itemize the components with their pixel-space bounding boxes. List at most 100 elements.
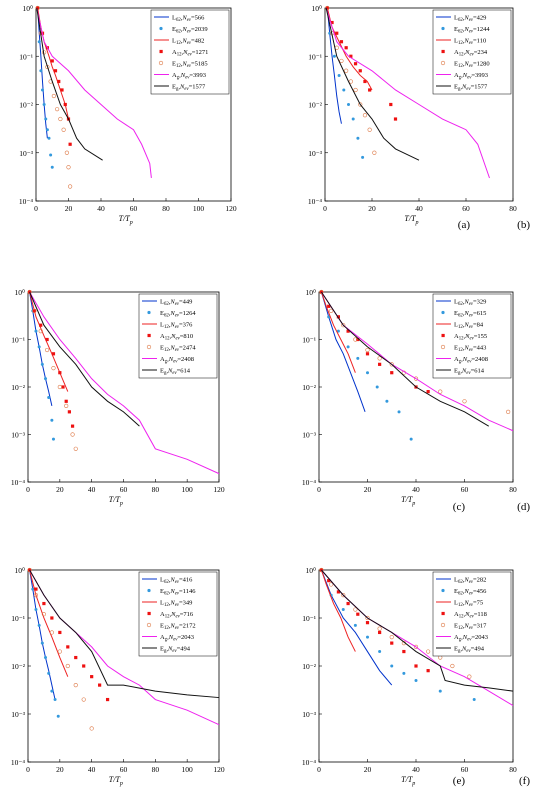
point-E12 xyxy=(365,615,370,621)
point-A12 xyxy=(60,88,64,92)
point-E12 xyxy=(32,308,37,314)
point-A12 xyxy=(45,337,49,342)
point-E12 xyxy=(353,87,358,93)
y-tick-label: 10⁻² xyxy=(302,383,316,392)
point-E12 xyxy=(438,389,443,394)
point-E12 xyxy=(341,592,346,598)
y-tick-label: 10⁻¹ xyxy=(11,336,25,345)
series-line-Ag xyxy=(321,291,514,432)
legend-label: L12,Nev=75 xyxy=(454,600,483,609)
point-E12 xyxy=(66,165,71,170)
y-tick-label: 10⁻³ xyxy=(302,710,316,719)
point-E xyxy=(40,641,44,645)
legend-label: L62,Nev=429 xyxy=(454,15,486,24)
point-E12 xyxy=(462,399,467,404)
point-E12 xyxy=(341,323,346,328)
point-A12 xyxy=(50,59,54,63)
point-E12 xyxy=(506,409,511,414)
legend-box xyxy=(432,571,512,657)
x-tick-label: 120 xyxy=(213,485,225,494)
point-E12 xyxy=(426,649,431,654)
point-E12 xyxy=(389,362,394,367)
point-A12 xyxy=(335,31,339,35)
point-A12 xyxy=(39,323,43,327)
point-E xyxy=(347,103,350,106)
x-axis-label: T/Tp xyxy=(401,495,415,507)
point-E12 xyxy=(353,337,358,342)
point-E xyxy=(34,608,38,612)
point-A12 xyxy=(426,390,430,394)
legend-label: L62,Nev=329 xyxy=(454,299,486,308)
x-tick-label: 100 xyxy=(193,204,205,213)
point-E12 xyxy=(377,626,382,631)
point-E12 xyxy=(438,655,443,660)
legend-label: Ag,Nev=2043 xyxy=(454,634,488,643)
point-E xyxy=(37,623,41,627)
legend-label: E62,Nev=456 xyxy=(454,588,487,597)
x-tick-label: 120 xyxy=(213,765,225,774)
point-A12 xyxy=(57,79,61,84)
point-A12 xyxy=(339,40,344,44)
legend-label: A12,Nev=716 xyxy=(160,611,194,620)
point-E xyxy=(45,128,49,132)
point-E xyxy=(336,329,340,333)
panel-label: (a) xyxy=(458,219,471,231)
point-E xyxy=(351,117,355,121)
legend-swatch xyxy=(159,26,163,31)
series-line-Ag xyxy=(325,7,490,179)
panel-a: 10⁻⁴ 10⁻³ 10⁻² 10⁻¹ 10⁰ 0 20 40 60 80 100 120 T/Tp L6… xyxy=(19,4,470,231)
point-A12 xyxy=(344,46,348,50)
panel-label: (c) xyxy=(453,501,466,513)
y-tick-label: 10⁻³ xyxy=(11,431,25,440)
x-tick-label: 100 xyxy=(182,485,194,494)
point-E12 xyxy=(377,356,382,361)
point-E12 xyxy=(68,184,73,189)
point-A12 xyxy=(330,20,334,25)
point-E12 xyxy=(41,612,47,617)
y-tick-label: 10⁰ xyxy=(22,4,33,13)
legend-label: E62,Nev=1264 xyxy=(160,310,196,319)
x-tick-label: 40 xyxy=(97,204,105,213)
panel-c: 10⁻⁴ 10⁻³ 10⁻² 10⁻¹ 10⁰ 0 20 40 60 80 100 120 T/Tp L6… xyxy=(11,288,465,513)
point-A12 xyxy=(90,675,94,679)
point-A12 xyxy=(356,612,360,616)
legend-box xyxy=(150,9,230,95)
legend-label: L62,Nev=449 xyxy=(160,299,192,308)
point-A12 xyxy=(363,79,367,84)
legend-label: E62,Nev=2039 xyxy=(172,26,208,35)
legend-swatch xyxy=(441,49,445,54)
y-tick-label: 10⁻⁴ xyxy=(11,478,25,487)
y-tick-label: 10⁻⁴ xyxy=(308,197,322,206)
series-line-L12 xyxy=(320,291,356,373)
legend-swatch xyxy=(159,49,163,54)
legend-swatch xyxy=(147,310,151,315)
point-E xyxy=(41,88,44,92)
x-tick-label: 20 xyxy=(364,485,372,494)
point-E12 xyxy=(81,697,86,702)
legend-label: Eg,Nev=494 xyxy=(454,646,485,655)
legend-label: Eg,Nev=1577 xyxy=(172,84,206,93)
point-E12 xyxy=(467,674,472,679)
point-E12 xyxy=(344,68,349,73)
point-A12 xyxy=(349,54,353,58)
point-E12 xyxy=(70,432,75,437)
point-E12 xyxy=(329,308,334,314)
point-A12 xyxy=(66,645,70,649)
y-tick-label: 10⁻⁴ xyxy=(11,758,25,767)
x-tick-label: 60 xyxy=(120,485,128,494)
point-E xyxy=(49,153,53,157)
point-A12 xyxy=(327,579,331,583)
point-E xyxy=(42,103,46,106)
legend-label: Eg,Nev=1577 xyxy=(454,84,488,93)
panel-label: (f) xyxy=(519,775,530,787)
x-tick-label: 0 xyxy=(317,765,321,774)
x-tick-label: 80 xyxy=(152,765,160,774)
legend-swatch xyxy=(158,60,164,66)
x-tick-label: 60 xyxy=(461,485,469,494)
point-E xyxy=(356,136,360,140)
point-A12 xyxy=(346,601,350,606)
point-E xyxy=(51,437,55,441)
x-tick-label: 0 xyxy=(26,765,30,774)
legend-label: A12,Nev=810 xyxy=(160,333,193,342)
